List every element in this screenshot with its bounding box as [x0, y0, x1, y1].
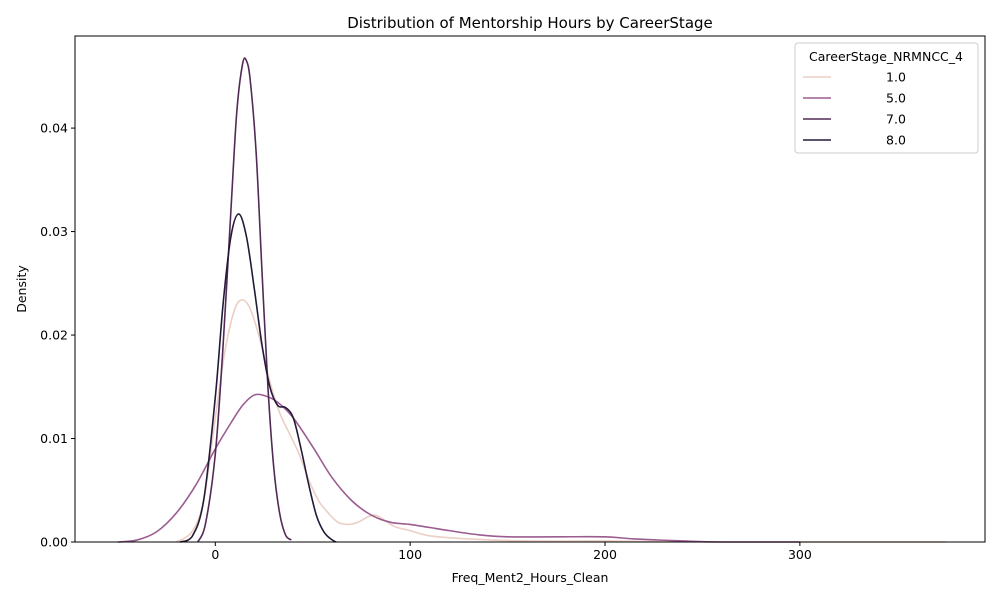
x-axis-label: Freq_Ment2_Hours_Clean [452, 570, 609, 585]
legend-title: CareerStage_NRMNCC_4 [809, 49, 963, 64]
legend-box [794, 42, 979, 154]
y-tick-label: 0.00 [40, 535, 68, 550]
x-axis: 0 100 200 300 [211, 542, 812, 562]
legend-label: 8.0 [886, 133, 906, 148]
x-tick-label: 100 [398, 547, 422, 562]
y-axis-label: Density [14, 265, 29, 313]
legend-label: 1.0 [886, 70, 906, 85]
y-tick-label: 0.02 [40, 328, 68, 343]
chart-title: Distribution of Mentorship Hours by Care… [347, 14, 713, 32]
y-tick-label: 0.03 [40, 224, 68, 239]
series-line-7-0 [197, 57, 292, 543]
axes-frame [74, 35, 986, 543]
legend-label: 5.0 [886, 91, 906, 106]
legend-label: 7.0 [886, 112, 906, 127]
x-tick-label: 0 [211, 547, 219, 562]
y-axis: 0.00 0.01 0.02 0.03 0.04 [40, 121, 75, 550]
x-tick-label: 300 [788, 547, 812, 562]
legend: CareerStage_NRMNCC_4 1.0 5.0 7.0 8.0 [794, 42, 979, 154]
series-line-1-0 [175, 299, 947, 543]
y-tick-label: 0.01 [40, 431, 68, 446]
series-line-5-0 [117, 393, 800, 543]
x-tick-label: 200 [593, 547, 617, 562]
series-line-8-0 [179, 213, 337, 543]
y-tick-label: 0.04 [40, 121, 68, 136]
plot-area [117, 57, 947, 543]
